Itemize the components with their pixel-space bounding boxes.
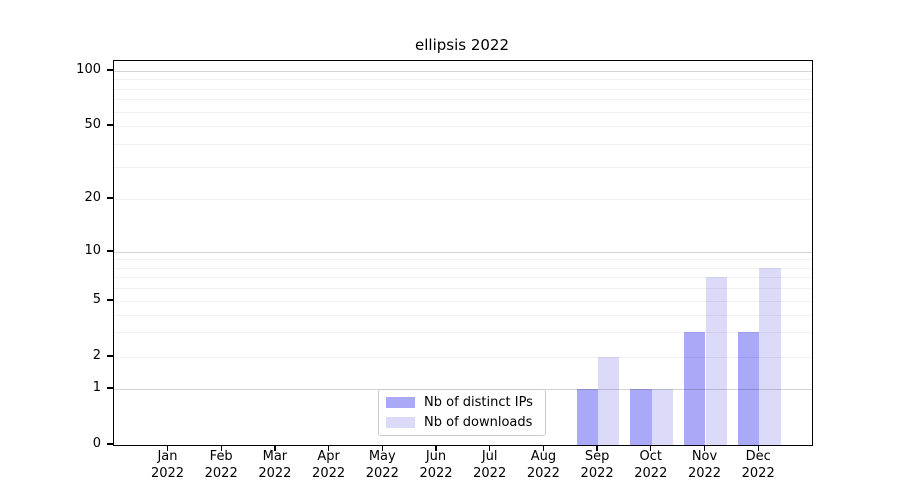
minor-gridline — [114, 199, 812, 200]
x-tick-label: May 2022 — [365, 449, 399, 481]
x-tick-mark — [489, 445, 491, 451]
x-tick-mark — [327, 445, 330, 451]
major-gridline — [114, 71, 812, 73]
legend-label: Nb of distinct IPs — [424, 395, 533, 410]
y-tick-label: 100 — [76, 62, 101, 77]
minor-gridline — [114, 332, 812, 334]
bar — [759, 267, 781, 445]
x-tick-label: Jul 2022 — [473, 449, 507, 481]
y-tick-mark — [107, 197, 113, 199]
x-tick-mark — [650, 445, 652, 451]
x-tick-mark — [596, 445, 598, 451]
minor-gridline — [114, 88, 812, 90]
bar — [684, 332, 706, 445]
x-tick-label: Nov 2022 — [687, 449, 722, 481]
x-tick-label: Apr 2022 — [312, 449, 346, 481]
bar — [598, 357, 620, 445]
x-tick-mark — [757, 445, 759, 451]
legend-label: Nb of downloads — [424, 415, 533, 430]
x-tick-mark — [435, 445, 437, 451]
y-tick-label: 0 — [92, 436, 101, 451]
bar — [737, 332, 760, 445]
chart-title: ellipsis 2022 — [415, 36, 509, 54]
x-tick-mark — [542, 445, 545, 451]
minor-gridline — [114, 301, 812, 302]
x-tick-mark — [703, 445, 706, 451]
minor-gridline — [114, 143, 812, 145]
legend-swatch — [386, 397, 415, 408]
y-tick-label: 20 — [84, 190, 101, 205]
minor-gridline — [114, 357, 812, 358]
y-tick-mark — [107, 387, 113, 389]
legend-row: Nb of downloads — [386, 416, 537, 429]
minor-gridline — [114, 314, 812, 316]
y-tick-mark — [107, 250, 113, 252]
x-tick-label: Mar 2022 — [258, 449, 292, 481]
bar — [651, 389, 674, 445]
major-gridline — [114, 252, 812, 254]
minor-gridline — [114, 166, 812, 168]
plot-area — [113, 60, 813, 446]
y-tick-label: 50 — [84, 117, 101, 132]
legend: Nb of distinct IPs Nb of downloads — [378, 389, 546, 436]
x-tick-label: Jan 2022 — [150, 449, 185, 481]
x-tick-mark — [166, 445, 169, 451]
x-tick-label: Jun 2022 — [419, 449, 453, 481]
x-tick-mark — [381, 445, 383, 451]
y-tick-label: 10 — [84, 243, 101, 258]
y-tick-mark — [107, 443, 113, 445]
minor-gridline — [114, 277, 812, 279]
x-tick-label: Oct 2022 — [634, 449, 668, 481]
y-tick-mark — [107, 355, 113, 357]
bar — [576, 389, 599, 445]
x-tick-mark — [220, 445, 222, 451]
bar — [630, 389, 652, 445]
bar — [705, 277, 727, 445]
minor-gridline — [114, 288, 812, 290]
minor-gridline — [114, 267, 812, 269]
x-tick-mark — [274, 445, 276, 451]
minor-gridline — [114, 126, 812, 127]
minor-gridline — [114, 79, 812, 81]
x-tick-label: Sep 2022 — [580, 449, 614, 481]
y-tick-label: 5 — [92, 292, 101, 307]
minor-gridline — [114, 111, 812, 113]
minor-gridline — [114, 259, 812, 261]
x-tick-label: Feb 2022 — [204, 449, 238, 481]
y-tick-label: 2 — [92, 348, 101, 363]
x-tick-label: Dec 2022 — [741, 449, 775, 481]
legend-swatch — [386, 417, 415, 428]
minor-gridline — [114, 99, 812, 101]
y-tick-mark — [107, 124, 113, 126]
y-tick-mark — [107, 69, 113, 71]
legend-row: Nb of distinct IPs — [386, 396, 537, 409]
y-tick-label: 1 — [92, 380, 101, 395]
y-tick-mark — [107, 299, 113, 301]
x-tick-label: Aug 2022 — [526, 449, 560, 481]
